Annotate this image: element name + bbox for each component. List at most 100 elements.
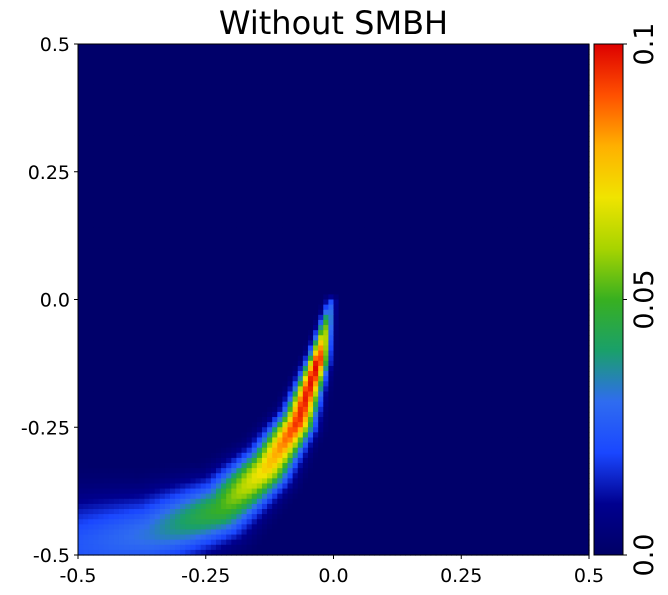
heatmap-cell — [333, 222, 340, 229]
heatmap-cell — [364, 181, 370, 188]
heatmap-cell — [527, 110, 534, 117]
heatmap-cell — [302, 100, 309, 106]
heatmap-cell — [420, 146, 427, 152]
heatmap-cell — [471, 74, 478, 81]
heatmap-cell — [532, 146, 539, 152]
heatmap-cell — [221, 69, 227, 76]
heatmap-cell — [215, 44, 222, 50]
heatmap-cell — [430, 192, 437, 198]
heatmap-cell — [517, 49, 524, 55]
heatmap-cell — [415, 289, 421, 295]
heatmap-cell — [578, 146, 585, 152]
heatmap-cell — [164, 59, 171, 66]
heatmap-cell — [338, 248, 345, 255]
heatmap-cell — [553, 89, 559, 96]
heatmap-cell — [553, 243, 559, 249]
heatmap-cell — [129, 110, 135, 117]
heatmap-cell — [486, 176, 493, 183]
heatmap-cell — [323, 258, 329, 265]
heatmap-cell — [553, 187, 559, 193]
heatmap-cell — [338, 181, 345, 188]
heatmap-cell — [532, 233, 539, 239]
heatmap-cell — [169, 79, 176, 86]
heatmap-cell — [236, 84, 243, 91]
heatmap-cell — [180, 212, 186, 219]
heatmap-cell — [144, 95, 151, 101]
heatmap-cell — [154, 243, 161, 249]
heatmap-cell — [364, 161, 370, 168]
heatmap-cell — [369, 146, 375, 152]
heatmap-cell — [93, 217, 100, 224]
heatmap-cell — [297, 120, 304, 127]
heatmap-cell — [466, 146, 473, 152]
heatmap-cell — [159, 115, 166, 122]
heatmap-cell — [134, 89, 140, 96]
heatmap-cell — [451, 253, 457, 260]
heatmap-cell — [420, 100, 427, 106]
heatmap-cell — [236, 227, 243, 234]
heatmap-cell — [180, 105, 186, 112]
heatmap-cell — [517, 187, 524, 193]
heatmap-cell — [338, 95, 345, 101]
heatmap-cell — [103, 89, 110, 96]
heatmap-cell — [543, 279, 549, 285]
heatmap-cell — [287, 69, 294, 76]
heatmap-cell — [389, 44, 396, 50]
heatmap-cell — [175, 268, 181, 275]
heatmap-cell — [236, 74, 243, 81]
heatmap-cell — [195, 253, 202, 260]
heatmap-cell — [267, 171, 273, 178]
heatmap-cell — [103, 95, 110, 101]
heatmap-cell — [353, 100, 360, 106]
heatmap-cell — [410, 141, 416, 147]
heatmap-cell — [359, 156, 365, 163]
heatmap-cell — [440, 222, 447, 229]
heatmap-cell — [491, 110, 498, 117]
heatmap-cell — [543, 105, 549, 112]
heatmap-cell — [353, 192, 360, 198]
heatmap-cell — [190, 279, 197, 285]
heatmap-cell — [384, 49, 391, 55]
heatmap-cell — [430, 187, 437, 193]
heatmap-cell — [333, 181, 340, 188]
heatmap-cell — [144, 59, 151, 66]
heatmap-cell — [108, 248, 115, 255]
heatmap-cell — [512, 258, 519, 265]
heatmap-cell — [175, 202, 181, 209]
heatmap-cell — [318, 151, 324, 158]
heatmap-cell — [302, 212, 309, 219]
heatmap-cell — [139, 59, 146, 66]
heatmap-cell — [486, 192, 493, 198]
heatmap-cell — [445, 217, 452, 224]
heatmap-cell — [425, 284, 432, 290]
heatmap-cell — [328, 258, 335, 265]
heatmap-cell — [451, 273, 457, 280]
heatmap-cell — [205, 125, 212, 132]
heatmap-cell — [353, 89, 360, 96]
heatmap-cell — [180, 146, 186, 152]
heatmap-cell — [348, 120, 355, 127]
heatmap-cell — [568, 69, 575, 76]
heatmap-cell — [440, 95, 447, 101]
chart-title: Without SMBH — [218, 4, 449, 42]
heatmap-cell — [103, 279, 110, 285]
heatmap-cell — [481, 284, 488, 290]
heatmap-cell — [175, 227, 181, 234]
heatmap-cell — [180, 227, 186, 234]
heatmap-cell — [221, 171, 227, 178]
heatmap-cell — [251, 95, 258, 101]
heatmap-cell — [451, 120, 457, 127]
heatmap-cell — [210, 181, 217, 188]
heatmap-cell — [118, 207, 125, 214]
heatmap-cell — [471, 207, 478, 214]
heatmap-cell — [159, 263, 166, 270]
heatmap-cell — [221, 125, 227, 132]
heatmap-cell — [185, 79, 192, 86]
heatmap-cell — [261, 161, 268, 168]
heatmap-cell — [200, 105, 207, 112]
heatmap-cell — [543, 110, 549, 117]
heatmap-cell — [159, 105, 166, 112]
heatmap-cell — [563, 263, 570, 270]
heatmap-cell — [323, 69, 329, 76]
heatmap-cell — [343, 181, 350, 188]
